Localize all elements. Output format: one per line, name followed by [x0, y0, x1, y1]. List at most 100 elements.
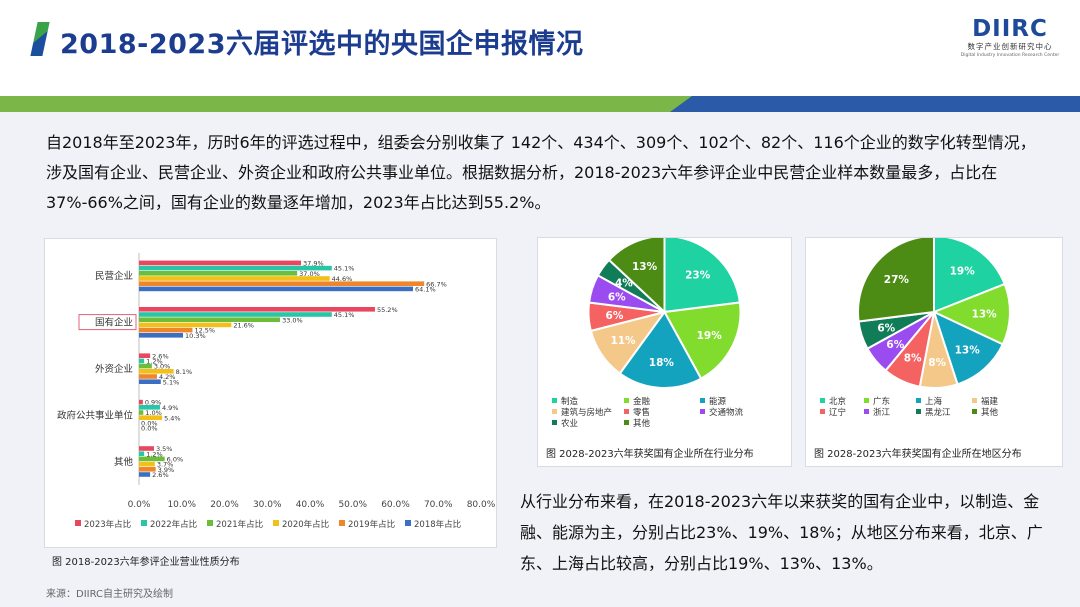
bar-data-label: 5.4%: [164, 414, 181, 422]
bar-data-label: 45.1%: [334, 265, 355, 273]
bar: [139, 379, 161, 384]
bar-data-label: 4.9%: [162, 404, 179, 412]
category-label: 其他: [114, 456, 134, 468]
legend-swatch: [820, 398, 825, 403]
legend-label: 2019年占比: [348, 519, 395, 530]
legend-swatch: [916, 398, 921, 403]
category-label: 国有企业: [95, 317, 133, 329]
bar: [139, 369, 174, 374]
legend-swatch: [972, 398, 977, 403]
legend-label: 零售: [633, 407, 650, 418]
bar: [139, 374, 157, 379]
pie-data-label: 4%: [615, 278, 633, 290]
bar-data-label: 2.6%: [152, 471, 169, 479]
bar: [139, 327, 193, 333]
legend-label: 广东: [873, 396, 890, 407]
bar-data-label: 44.6%: [332, 275, 353, 283]
legend-swatch: [864, 398, 869, 403]
legend-swatch: [624, 409, 629, 414]
bar-data-label: 3.0%: [154, 363, 171, 371]
category-label: 政府公共事业单位: [57, 409, 134, 421]
legend-swatch: [700, 409, 705, 414]
bar: [139, 322, 232, 328]
bar-data-label: 66.7%: [426, 280, 447, 288]
pie-data-label: 13%: [955, 345, 981, 357]
bar-data-label: 1.2%: [146, 358, 163, 366]
x-tick-label: 60.0%: [381, 500, 410, 510]
logo-wordmark: DIIRC: [972, 16, 1048, 42]
header-band-blue: [670, 96, 1080, 112]
bar-data-label: 4.2%: [159, 373, 176, 381]
bar: [139, 415, 163, 420]
pie-data-label: 27%: [884, 274, 910, 286]
diirc-logo: DIIRC 数字产业创新研究中心 Digital Industry Innova…: [955, 16, 1065, 66]
bar-data-label: 10.3%: [185, 332, 206, 340]
bar: [139, 265, 332, 271]
bar: [139, 276, 330, 281]
legend-swatch: [552, 409, 557, 414]
bar-data-label: 64.1%: [415, 286, 436, 294]
category-label: 民营企业: [95, 270, 133, 282]
logo-chinese-name: 数字产业创新研究中心: [967, 42, 1053, 51]
bar: [139, 472, 151, 477]
legend-label: 农业: [561, 418, 578, 429]
legend-label: 其他: [981, 407, 999, 418]
legend-swatch: [820, 409, 825, 414]
bar: [139, 456, 165, 462]
bar-data-label: 0.9%: [145, 399, 162, 407]
legend-swatch: [624, 398, 629, 403]
bar-data-label: 0.0%: [141, 425, 158, 433]
bar-data-label: 0.0%: [141, 420, 158, 428]
bar-data-label: 1.0%: [145, 409, 162, 417]
bar-data-label: 37.0%: [299, 270, 320, 278]
region-pie-panel: 19% 13% 13% 8% 8% 6% 6% 27% 北京 广东 上海 福建 辽宁 浙江 黑龙江 其他: [805, 234, 1063, 467]
pie-data-label: 18%: [649, 357, 675, 369]
legend-swatch: [405, 520, 411, 526]
pie-slice: [932, 310, 1005, 386]
legend-swatch: [273, 520, 279, 526]
x-tick-label: 30.0%: [253, 500, 282, 510]
pie-data-label: 8%: [928, 357, 946, 369]
bar: [139, 467, 156, 472]
bar: [139, 260, 302, 266]
x-tick-label: 20.0%: [210, 500, 239, 510]
legend-swatch: [864, 409, 869, 414]
bar: [139, 410, 144, 415]
enterprise-type-bar-chart: 0.0% 10.0% 20.0% 30.0% 40.0% 50.0% 60.0% 70.0% 8…: [57, 253, 496, 530]
pie-data-label: 8%: [904, 352, 922, 364]
legend-label: 其他: [633, 418, 651, 429]
pie-data-label: 13%: [632, 261, 658, 273]
pie-data-label: 13%: [972, 309, 998, 321]
bar: [139, 363, 152, 369]
bar-data-label: 12.5%: [194, 327, 215, 335]
legend-label: 福建: [981, 396, 999, 407]
legend-label: 浙江: [873, 407, 891, 418]
legend-swatch: [624, 420, 629, 425]
bar-data-label: 3.9%: [158, 466, 175, 474]
bar: [139, 353, 151, 358]
bar: [139, 446, 154, 451]
bar-data-label: 45.1%: [334, 311, 355, 319]
bar: [139, 307, 375, 312]
bar-data-label: 21.6%: [233, 322, 254, 330]
legend-swatch: [75, 520, 81, 526]
pie-data-label: 6%: [886, 339, 904, 351]
legend-swatch: [552, 420, 557, 425]
pie-data-label: 6%: [606, 310, 624, 322]
page-title: 2018-2023六届评选中的央国企申报情况: [60, 29, 584, 60]
legend-swatch: [339, 520, 345, 526]
intro-paragraph: 自2018年至2023年，历时6年的评选过程中，组委会分别收集了 142个、43…: [46, 133, 1036, 212]
x-tick-label: 10.0%: [167, 500, 196, 510]
category-label: 外资企业: [95, 363, 133, 375]
legend-label: 2022年占比: [150, 519, 197, 530]
bar: [139, 358, 145, 364]
legend-swatch: [207, 520, 213, 526]
bar: [139, 281, 425, 286]
legend-label: 北京: [829, 396, 846, 407]
pie-data-label: 19%: [697, 330, 723, 342]
pie-data-label: 6%: [877, 323, 895, 335]
bar-data-label: 8.1%: [176, 368, 193, 376]
legend-label: 2021年占比: [216, 519, 263, 530]
